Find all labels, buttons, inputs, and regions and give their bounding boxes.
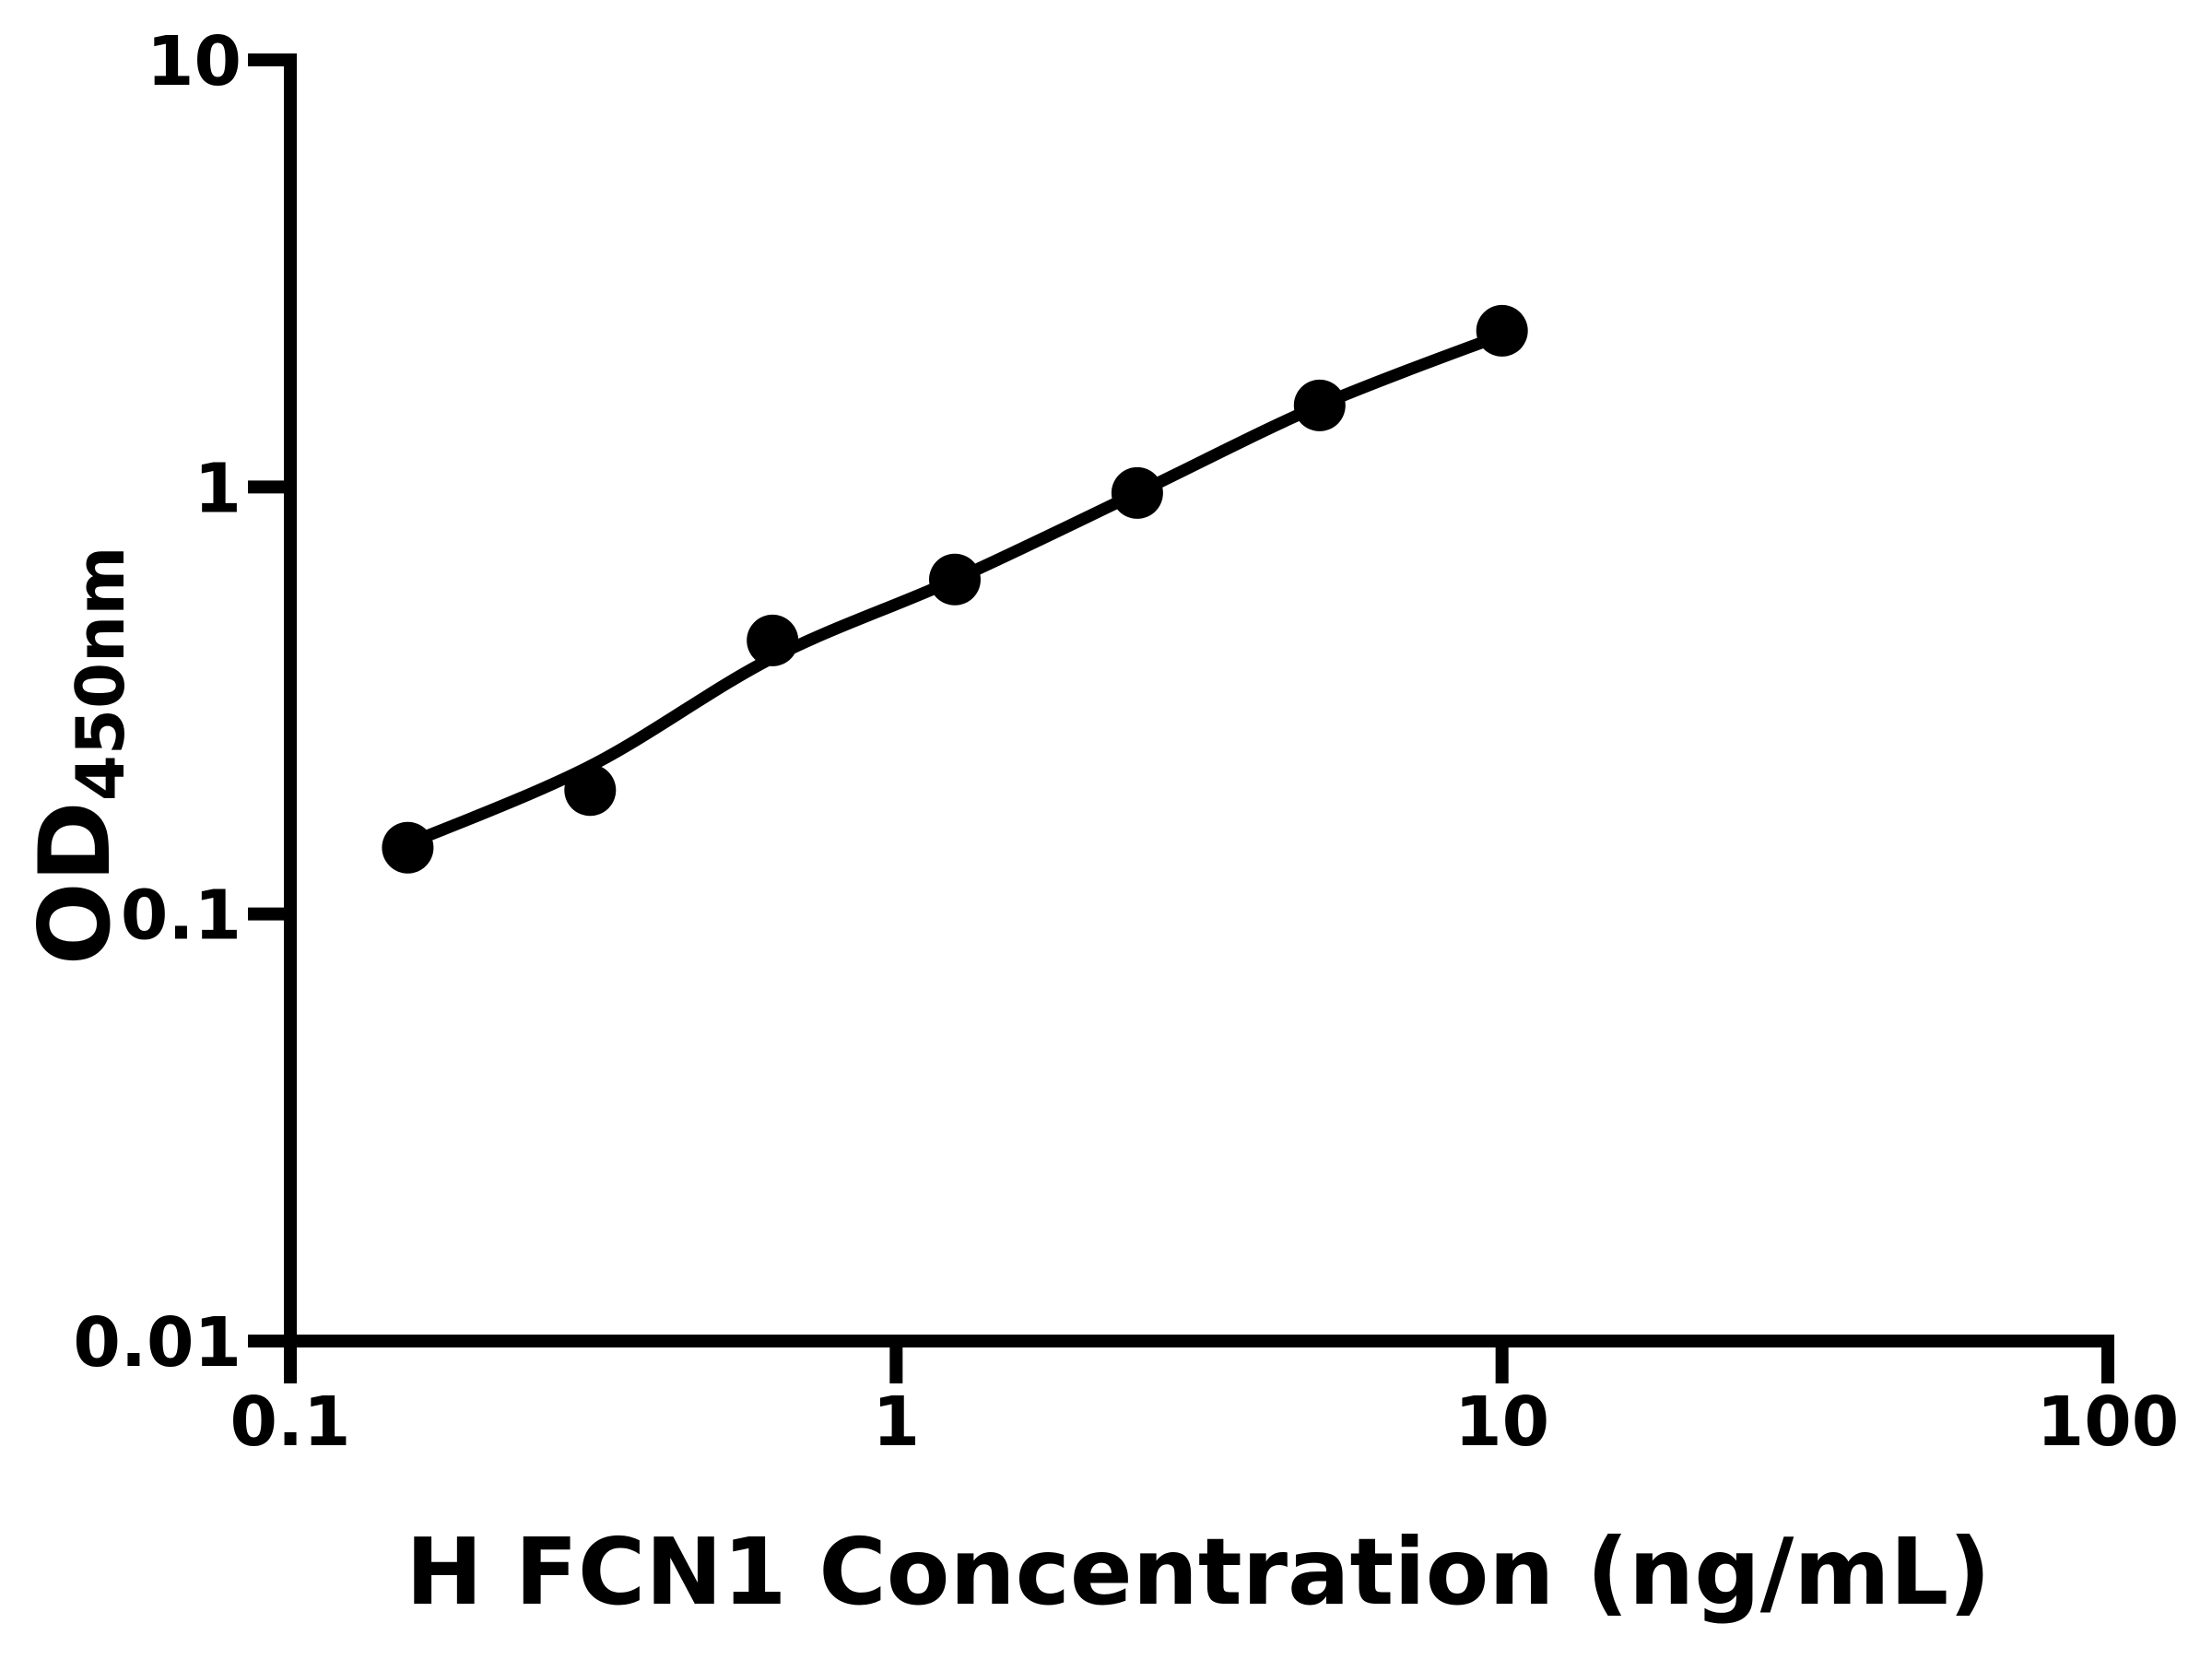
x-tick-label: 0.1: [229, 1382, 350, 1462]
data-point: [929, 553, 981, 606]
axes-layer: [248, 53, 2114, 1383]
x-tick-label: 10: [1454, 1382, 1549, 1462]
y-tick-label: 10: [147, 22, 241, 101]
y-tick-label: 0.01: [73, 1303, 241, 1382]
series-layer: [382, 304, 1528, 874]
y-axis-title: OD450nm: [18, 547, 139, 966]
x-tick-label: 1: [873, 1382, 921, 1462]
y-axis-title-subscript: 450nm: [62, 547, 139, 802]
y-axis-title-main: OD: [18, 801, 132, 965]
data-point: [382, 821, 434, 874]
data-point: [1111, 466, 1163, 519]
data-point: [1293, 379, 1346, 431]
x-tick-label: 100: [2037, 1382, 2179, 1462]
data-point: [747, 614, 799, 666]
data-point: [564, 764, 617, 817]
data-point: [1476, 304, 1528, 357]
x-axis-title: H FCN1 Concentration (ng/mL): [406, 1518, 1991, 1626]
y-tick-label: 0.1: [121, 877, 241, 956]
y-tick-label: 1: [194, 449, 242, 528]
